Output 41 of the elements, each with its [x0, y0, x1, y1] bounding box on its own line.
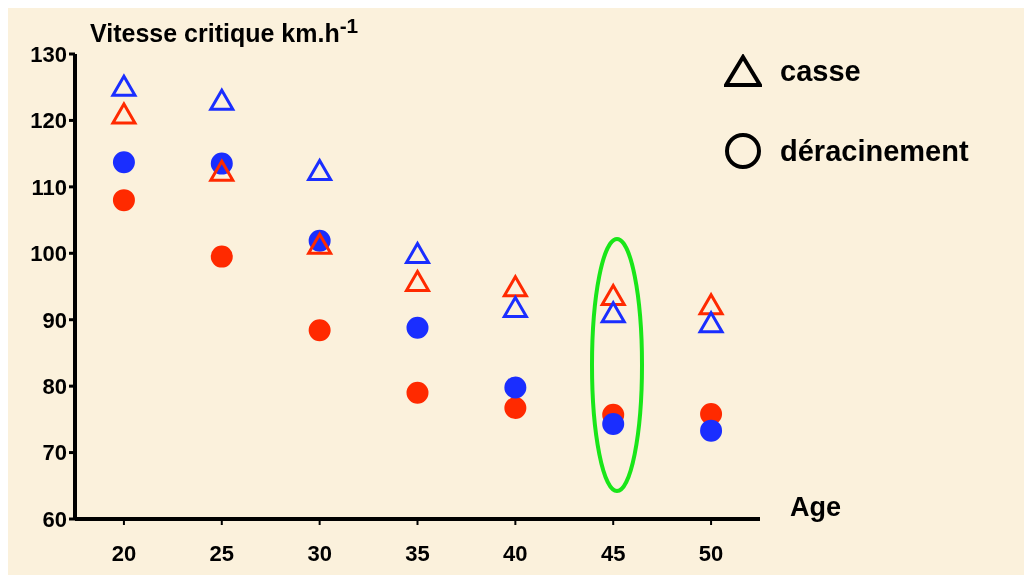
x-tick-label: 45	[600, 540, 626, 566]
point	[112, 189, 135, 212]
x-tick-label: 20	[111, 540, 137, 566]
x-tick-label: 50	[698, 540, 724, 566]
point	[698, 293, 724, 316]
x-tick-label: 30	[307, 540, 332, 566]
point	[209, 159, 235, 182]
point	[602, 413, 625, 436]
y-tick-label: 80	[42, 373, 67, 399]
x-tick-label: 25	[209, 540, 235, 566]
point	[111, 102, 137, 125]
point	[112, 151, 135, 174]
y-tick-label: 120	[30, 108, 67, 134]
point	[406, 381, 429, 404]
point	[308, 319, 331, 342]
y-tick-label: 60	[42, 506, 67, 532]
x-tick-label: 40	[503, 540, 528, 566]
text: déracinement	[780, 134, 969, 168]
point	[504, 397, 527, 420]
point	[600, 301, 626, 324]
y-tick-label: 110	[31, 174, 67, 200]
y-tick-label: 70	[42, 440, 67, 466]
point	[700, 419, 723, 442]
point	[504, 376, 527, 399]
point	[698, 311, 724, 334]
y-tick-label: 130	[30, 41, 67, 67]
x-tick-label: 35	[405, 540, 430, 566]
point	[307, 159, 333, 182]
y-tick-label: 100	[30, 241, 67, 267]
point	[209, 88, 235, 111]
y-tick-label: 90	[42, 307, 67, 333]
point	[111, 74, 137, 97]
point	[406, 316, 429, 339]
x-axis-title: Age	[790, 492, 842, 523]
point	[502, 295, 528, 318]
point	[502, 275, 528, 298]
point	[210, 245, 233, 268]
text: casse	[780, 54, 861, 88]
point	[405, 242, 430, 265]
y-axis-title: Vitesse critique km.h$^{-1}$	[90, 14, 359, 49]
point	[405, 270, 430, 293]
